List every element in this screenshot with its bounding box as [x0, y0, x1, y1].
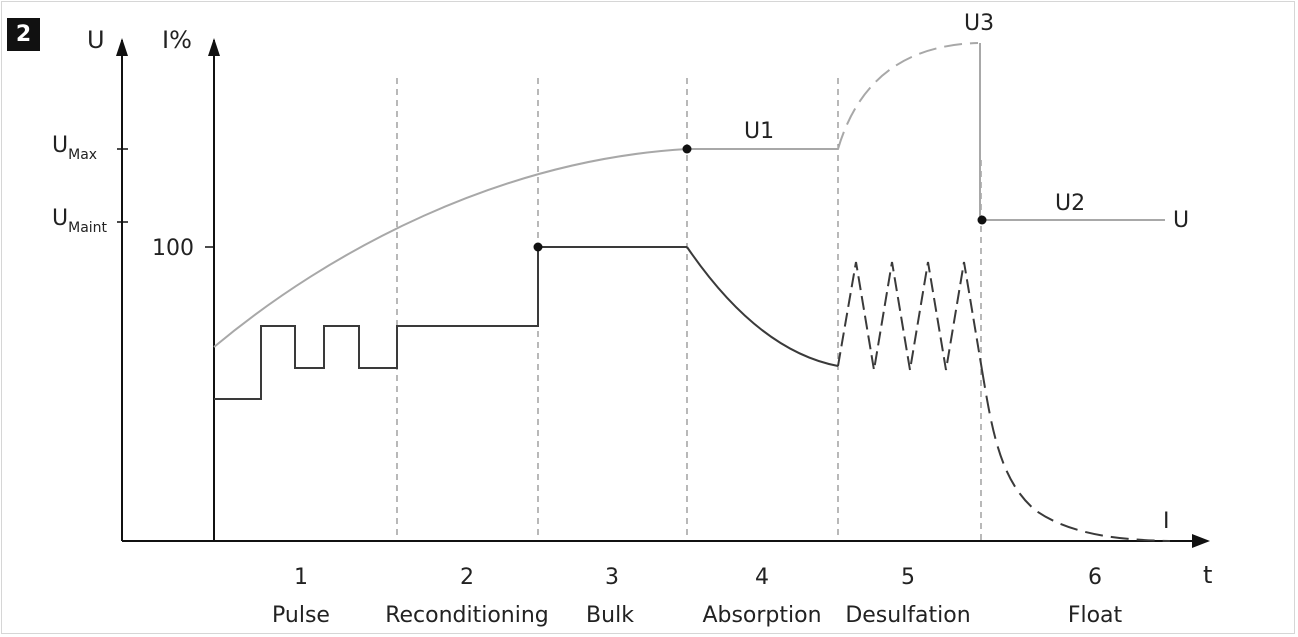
current-curve-label: I — [1163, 509, 1170, 534]
voltage-curve-label: U — [1173, 208, 1189, 233]
phase-6-name: Float — [1068, 603, 1123, 628]
phase-5-number: 5 — [901, 565, 915, 590]
phase-numbers: 1 2 3 4 5 6 — [294, 565, 1102, 590]
phase-2-name: Reconditioning — [385, 603, 549, 628]
current-curve — [214, 246, 1171, 542]
phase-2-number: 2 — [460, 565, 474, 590]
phase-3-name: Bulk — [586, 603, 634, 628]
voltage-axis-arrow-icon — [116, 38, 128, 56]
u1-start-point — [682, 144, 692, 154]
bulk-start-point — [533, 242, 543, 252]
umax-label: UMax — [52, 133, 97, 163]
axes — [116, 38, 1210, 548]
current-axis-label: I% — [162, 26, 192, 54]
current-100-label: 100 — [152, 236, 194, 261]
figure-number-badge: 2 — [7, 18, 40, 51]
key-points — [533, 144, 987, 252]
phase-1-name: Pulse — [272, 603, 330, 628]
phase-3-number: 3 — [605, 565, 619, 590]
current-desulfation-pulses — [837, 261, 983, 371]
phase-4-name: Absorption — [702, 603, 821, 628]
phase-1-number: 1 — [294, 565, 308, 590]
u2-label: U2 — [1055, 191, 1085, 216]
current-float-decay — [981, 369, 1171, 542]
umaint-label: UMaint — [52, 206, 108, 236]
voltage-curve — [213, 42, 1165, 348]
current-pulse — [214, 246, 687, 400]
u2-start-point — [977, 215, 987, 225]
phase-5-name: Desulfation — [845, 603, 970, 628]
u1-label: U1 — [744, 119, 774, 144]
u3-label: U3 — [964, 11, 994, 36]
current-absorption-decay — [686, 246, 839, 367]
voltage-rise — [213, 148, 688, 348]
phase-4-number: 4 — [755, 565, 769, 590]
time-axis-arrow-icon — [1192, 534, 1210, 548]
voltage-u3-rise — [837, 42, 979, 150]
time-axis-label: t — [1203, 561, 1212, 589]
current-axis-arrow-icon — [208, 38, 220, 56]
phase-6-number: 6 — [1088, 565, 1102, 590]
phase-dividers — [396, 78, 982, 541]
phase-names: Pulse Reconditioning Bulk Absorption Des… — [272, 603, 1123, 628]
voltage-axis-label: U — [87, 26, 105, 54]
